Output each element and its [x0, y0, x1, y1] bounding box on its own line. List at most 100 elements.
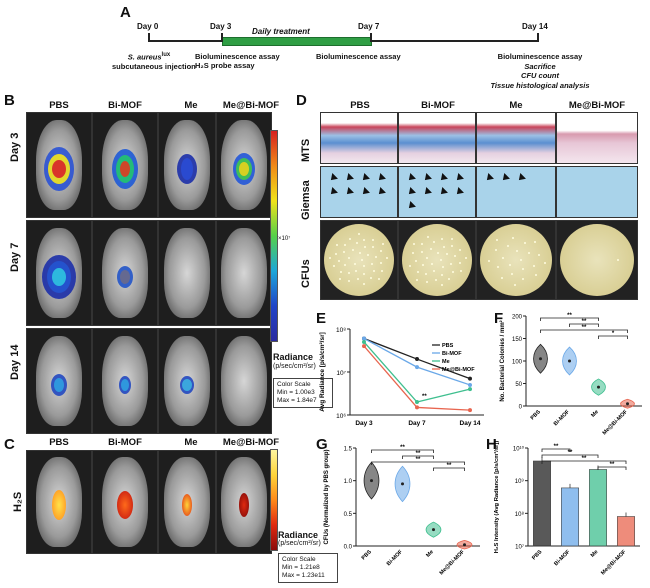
h2s-image-panel [216, 450, 272, 554]
bioluminescence-signal [120, 270, 130, 284]
h2s-scale-max: Max = 1.23e11 [282, 572, 325, 579]
h-significance-label: ** [610, 462, 615, 468]
g-y-tick-label: 0.0 [344, 545, 353, 551]
f-x-tick-label: Me [590, 409, 600, 419]
bacterial-colony [426, 236, 429, 239]
bacterial-colony [347, 272, 350, 275]
bacterial-colony [439, 259, 442, 261]
bacterial-colony [431, 262, 434, 265]
tick-day7 [370, 33, 372, 42]
e-significance: ** [422, 394, 427, 400]
bacterial-colony [352, 248, 354, 251]
bioluminescence-signal [181, 158, 193, 180]
g-y-tick-label: 1.0 [344, 479, 353, 485]
f-y-axis-label: No. Bacterial Colonies / mm² [499, 320, 506, 401]
day3-note-line2: H₂S probe assay [195, 61, 255, 70]
h-x-tick-label: Bi-MOF [553, 549, 572, 568]
h-bar [533, 460, 551, 547]
petri-dish [480, 224, 552, 296]
mouse-body [221, 228, 267, 318]
bacterial-colony [415, 278, 418, 281]
h-y-tick-label: 10⁸ [515, 511, 525, 518]
day3-note: Bioluminescence assay H₂S probe assay [195, 52, 280, 70]
h-x-tick-label: Me@Bi-MOF [600, 549, 628, 577]
bacterial-colony [451, 245, 454, 248]
bacterial-colony [465, 256, 468, 259]
col-head-pbs: PBS [49, 100, 69, 111]
e-y-tick-label: 10⁸ [336, 327, 346, 334]
h2s-image-panel [26, 450, 92, 554]
bacterial-colony [336, 243, 339, 246]
day14-note: Sacrifice [524, 61, 556, 71]
bacterial-colony [460, 270, 463, 273]
chart-f-svg: 0 50 100 150 200 No. Bacterial Colonies / mm²… [499, 313, 642, 436]
tick-day14 [537, 33, 539, 42]
bacterial-colony [379, 261, 382, 264]
bacterial-colony [357, 277, 360, 280]
bio-color-scale-box: Color Scale Min = 1.00e3 Max = 1.84e7 [273, 378, 333, 408]
arrow-icon [406, 201, 416, 211]
giemsa-stain-image [476, 166, 556, 218]
bacterial-colony [488, 260, 491, 263]
bacterial-colony [344, 264, 347, 267]
giemsa-stain-image [556, 166, 638, 218]
e-y-tick-label: 10⁶ [336, 413, 346, 420]
h2s-scale-title: Color Scale [282, 556, 316, 563]
bacterial-colony [425, 273, 428, 276]
bacterial-colony [380, 249, 383, 252]
e-data-point [362, 344, 366, 349]
arrow-icon [438, 173, 448, 183]
d-col-head-pbs: PBS [350, 100, 370, 111]
f-significance-label: ** [567, 313, 572, 319]
bacterial-colony [451, 237, 454, 240]
bacterial-colony [509, 263, 512, 266]
bacterial-colony [420, 251, 423, 254]
panel-label-h: H [486, 436, 497, 453]
bacterial-colony [442, 245, 445, 248]
h-y-tick-label: 10⁷ [515, 544, 524, 551]
bacterial-colony [372, 270, 375, 273]
day0-note-line2: subcutaneous injection [112, 61, 196, 71]
bacterial-colony [421, 243, 424, 246]
arrow-icon [406, 187, 416, 197]
e-legend-label: Me [442, 359, 450, 365]
petri-dish [402, 224, 472, 296]
g-significance-label: ** [400, 445, 405, 451]
g-y-tick-label: 1.5 [344, 447, 353, 453]
g-median-point [370, 479, 373, 483]
day0-note-sup: lux [161, 52, 171, 58]
h-bar [561, 487, 579, 547]
bio-image-panel [26, 328, 92, 434]
bacterial-colony [440, 284, 443, 287]
h-y-axis-label: H₂S Intensity (Avg Radiance [p/s/cm²/sr]… [493, 441, 500, 554]
g-median-point [432, 528, 435, 532]
bacterial-colony [332, 265, 335, 268]
d-row-head-mts: MTS [300, 138, 312, 162]
arrow-icon [360, 187, 370, 197]
bio-image-panel [216, 328, 272, 434]
e-data-point [415, 405, 419, 410]
bacterial-colony [415, 259, 418, 262]
arrow-icon [454, 187, 464, 197]
arrow-icon [376, 173, 386, 183]
bacterial-colony [413, 243, 416, 246]
bacterial-colony [409, 265, 412, 268]
mouse-body [221, 336, 267, 426]
bacterial-colony [501, 276, 504, 279]
e-x-tick-label: Day 3 [355, 420, 373, 427]
timeline: Daily treatment Day 0 Day 3 Day 7 Day 14… [0, 0, 650, 95]
e-series-line [363, 337, 471, 386]
g-significance-bracket [433, 467, 465, 471]
bacterial-colony [429, 248, 432, 251]
bacterial-colony [459, 249, 462, 252]
c-col-head-pbs: PBS [49, 437, 69, 448]
bacterial-colony [534, 241, 537, 244]
e-legend-label: Bi-MOF [442, 351, 462, 357]
day-label-3: Day 3 [210, 22, 232, 31]
bacterial-colony [425, 280, 428, 283]
panel-label-d: D [296, 92, 307, 109]
bioluminescence-signal [54, 378, 64, 392]
mts-stain-image [556, 112, 638, 164]
bacterial-colony [432, 270, 435, 273]
day14-note: Bioluminescence assay [497, 52, 583, 61]
